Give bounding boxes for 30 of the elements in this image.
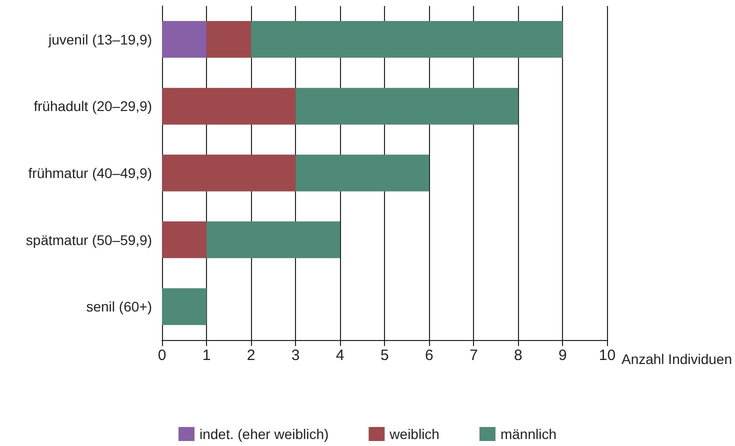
legend-label: weiblich: [388, 426, 440, 442]
bar: [206, 21, 252, 58]
y-tick-label: juvenil (13–19,9): [47, 31, 152, 48]
y-tick-label: frühadult (20–29,9): [34, 98, 152, 114]
y-tick-label: senil (60+): [86, 298, 152, 315]
bar: [162, 154, 296, 192]
bar: [162, 21, 207, 58]
legend-label: männlich: [500, 426, 557, 442]
x-tick-label: 4: [336, 347, 344, 364]
x-tick-label: 0: [158, 347, 166, 364]
bar: [162, 288, 207, 325]
x-tick-label: 10: [598, 347, 616, 364]
y-tick-label: frühmatur (40–49,9): [28, 165, 152, 181]
bar: [162, 88, 296, 125]
x-tick-label: 6: [424, 347, 434, 364]
bar: [296, 88, 518, 125]
legend-label: indet. (eher weiblich): [200, 426, 329, 442]
bar: [162, 221, 207, 258]
bar: [296, 154, 430, 192]
x-tick-label: 7: [469, 347, 478, 364]
bar: [251, 21, 563, 58]
x-axis-title: Anzahl Individuen: [621, 351, 732, 367]
x-tick-label: 2: [246, 347, 256, 364]
x-tick-label: 8: [514, 347, 522, 364]
y-tick-label: spätmatur (50–59,9): [26, 232, 152, 248]
x-tick-label: 3: [291, 347, 300, 364]
bar: [206, 221, 340, 258]
x-tick-label: 9: [558, 347, 567, 364]
x-tick-label: 5: [380, 347, 389, 364]
x-tick-label: 1: [202, 347, 211, 364]
